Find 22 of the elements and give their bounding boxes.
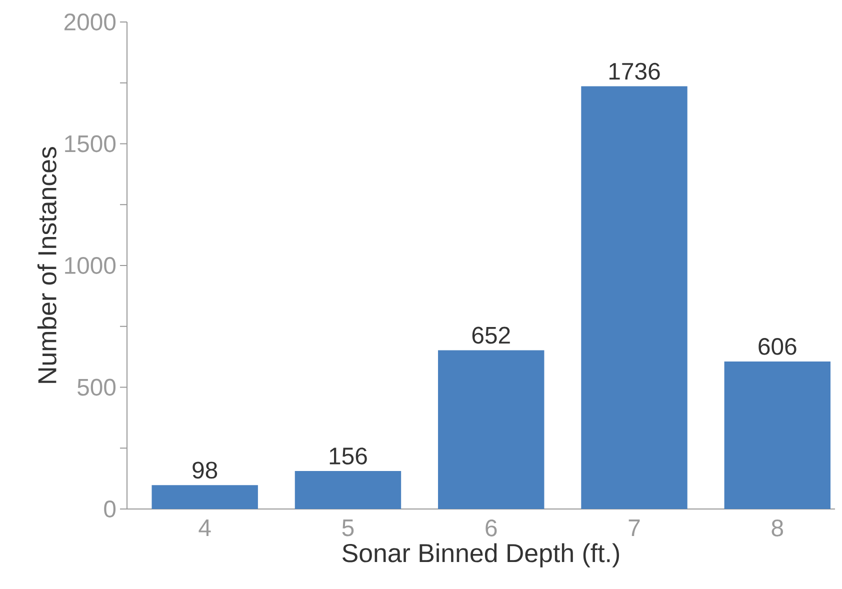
bar (294, 471, 402, 509)
x-tick-label: 7 (628, 520, 640, 536)
x-tick-label: 4 (198, 520, 211, 536)
bar (581, 86, 688, 509)
bar (724, 361, 830, 509)
y-axis-title: Number of Instances (37, 146, 56, 383)
y-tick-label: 1500 (65, 135, 116, 152)
x-tick-label: 8 (772, 520, 783, 536)
data-label: 1736 (609, 62, 660, 80)
x-tick-label: 5 (342, 520, 354, 536)
data-label: 98 (192, 462, 218, 479)
y-tick-label: 500 (78, 378, 116, 396)
data-label: 156 (330, 448, 367, 464)
y-tick-label: 0 (104, 500, 116, 518)
x-axis-title: Sonar Binned Depth (ft.) (342, 543, 620, 568)
x-tick-label: 6 (486, 520, 497, 536)
y-tick-label: 1000 (65, 257, 116, 274)
bar (152, 485, 258, 509)
bar (438, 350, 544, 509)
data-label: 606 (758, 338, 796, 355)
data-label: 652 (472, 326, 510, 344)
y-tick-label: 2000 (64, 14, 116, 30)
